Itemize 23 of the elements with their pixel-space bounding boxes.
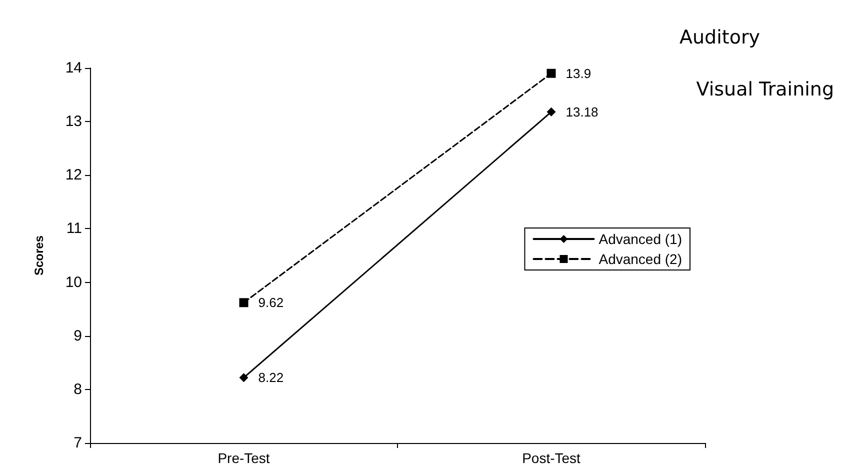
y-tick-label: 9 xyxy=(74,327,82,344)
y-tick-label: 10 xyxy=(65,274,82,291)
data-label: 13.18 xyxy=(566,104,598,120)
data-label: 9.62 xyxy=(258,295,284,310)
x-tick-label: Pre-Test xyxy=(218,450,270,466)
legend-label: Advanced (2) xyxy=(598,251,682,267)
data-label: 13.9 xyxy=(566,66,592,81)
y-tick-label: 8 xyxy=(74,380,82,398)
point xyxy=(546,68,556,78)
y-tick-label: 13 xyxy=(65,113,82,130)
point xyxy=(546,107,556,116)
legend-label: Advanced (1) xyxy=(598,231,682,247)
data-label: 8.22 xyxy=(258,370,284,386)
y-tick-label: 12 xyxy=(65,166,82,184)
y-tick-label: 11 xyxy=(66,220,82,238)
point xyxy=(239,298,248,308)
text: Auditory xyxy=(679,26,760,48)
y-tick-label: 14 xyxy=(65,60,82,76)
x-tick-label: Post-Test xyxy=(522,450,581,466)
y-tick-label: 7 xyxy=(74,434,82,452)
point xyxy=(239,373,248,382)
annotation: Visual Training xyxy=(696,78,834,100)
y-axis-title: Scores xyxy=(32,235,46,276)
